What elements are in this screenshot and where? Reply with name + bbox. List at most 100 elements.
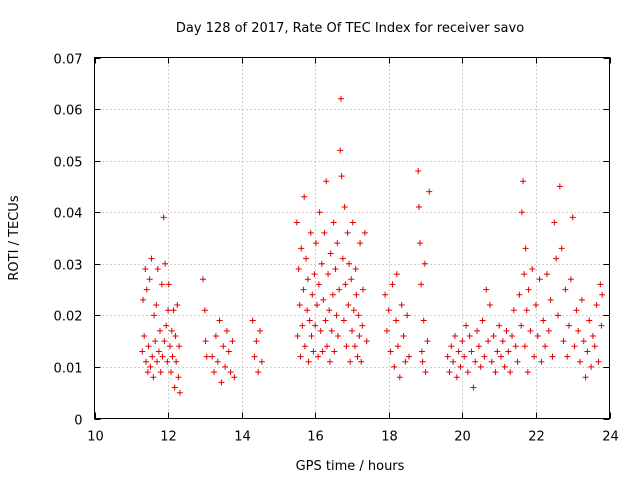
data-point <box>474 327 481 334</box>
data-point <box>464 369 471 376</box>
data-point <box>501 363 508 370</box>
data-point <box>294 332 301 339</box>
data-point <box>571 343 578 350</box>
data-point <box>339 255 346 262</box>
data-point <box>455 348 462 355</box>
data-point <box>157 369 164 376</box>
data-point <box>145 343 152 350</box>
data-point <box>452 332 458 339</box>
data-point <box>316 209 323 216</box>
data-point <box>301 193 308 200</box>
data-point <box>293 219 300 226</box>
data-point <box>461 353 468 360</box>
data-point <box>172 332 179 339</box>
data-point <box>225 348 232 355</box>
data-point <box>320 296 327 303</box>
x-tick-label: 10 <box>87 430 104 445</box>
data-point <box>150 374 157 381</box>
data-point <box>202 338 209 345</box>
data-point <box>300 286 307 293</box>
data-point <box>383 327 390 334</box>
y-tick-label: 0 <box>74 414 82 429</box>
data-point <box>158 281 165 288</box>
data-point <box>483 286 490 293</box>
data-point <box>593 302 600 309</box>
x-tick-label: 16 <box>307 430 324 445</box>
data-point <box>338 173 345 180</box>
x-tick-label: 18 <box>381 430 398 445</box>
data-point <box>356 332 363 339</box>
data-point <box>315 353 322 360</box>
data-point <box>311 271 318 278</box>
data-point <box>545 327 552 334</box>
data-point <box>153 302 160 309</box>
data-point <box>305 358 312 365</box>
data-point <box>149 353 156 360</box>
data-point <box>231 374 238 381</box>
data-point <box>531 353 538 360</box>
data-point <box>514 358 521 365</box>
data-point <box>398 302 405 309</box>
data-point <box>160 214 167 221</box>
data-point <box>385 307 392 314</box>
data-point <box>499 338 506 345</box>
data-point <box>342 281 349 288</box>
data-point <box>402 358 409 365</box>
data-point <box>154 265 161 272</box>
data-point <box>159 353 166 360</box>
data-point <box>404 312 411 319</box>
data-point <box>146 276 153 283</box>
data-point <box>200 276 207 283</box>
axis-ticks <box>94 57 611 420</box>
data-point <box>348 276 355 283</box>
data-point <box>257 327 264 334</box>
data-point <box>406 353 413 360</box>
data-point <box>518 209 525 216</box>
y-tick-label: 0.07 <box>54 53 83 68</box>
data-point <box>154 358 161 365</box>
data-point <box>516 291 523 298</box>
data-point <box>481 353 488 360</box>
data-point <box>492 369 499 376</box>
data-point <box>421 260 428 267</box>
data-point <box>174 302 181 309</box>
data-point <box>540 317 547 324</box>
data-point <box>352 265 359 272</box>
data-point <box>326 358 333 365</box>
data-point <box>218 379 225 386</box>
data-point <box>472 358 479 365</box>
data-point <box>337 95 344 102</box>
data-point <box>468 348 475 355</box>
data-point <box>304 276 311 283</box>
data-point <box>253 338 260 345</box>
data-point <box>326 307 333 314</box>
data-point <box>141 332 148 339</box>
data-point <box>529 265 536 272</box>
data-point <box>477 363 484 370</box>
data-point <box>510 307 517 314</box>
data-point <box>258 358 265 365</box>
data-point <box>301 343 308 350</box>
data-point <box>494 348 501 355</box>
data-point <box>497 353 504 360</box>
x-tick-label: 14 <box>234 430 251 445</box>
data-point <box>507 369 514 376</box>
data-point <box>355 312 362 319</box>
data-point <box>175 374 182 381</box>
data-point <box>479 317 486 324</box>
data-point <box>424 338 431 345</box>
y-tick-label: 0.04 <box>54 207 83 222</box>
data-point <box>143 358 149 365</box>
data-point <box>496 322 503 329</box>
data-point <box>168 327 175 334</box>
data-point <box>173 358 180 365</box>
data-point <box>347 358 354 365</box>
data-point <box>170 307 177 314</box>
data-point <box>360 286 367 293</box>
data-point <box>296 302 303 309</box>
data-point <box>323 343 330 350</box>
data-point <box>418 281 425 288</box>
data-point <box>394 343 401 350</box>
data-point <box>597 281 604 288</box>
